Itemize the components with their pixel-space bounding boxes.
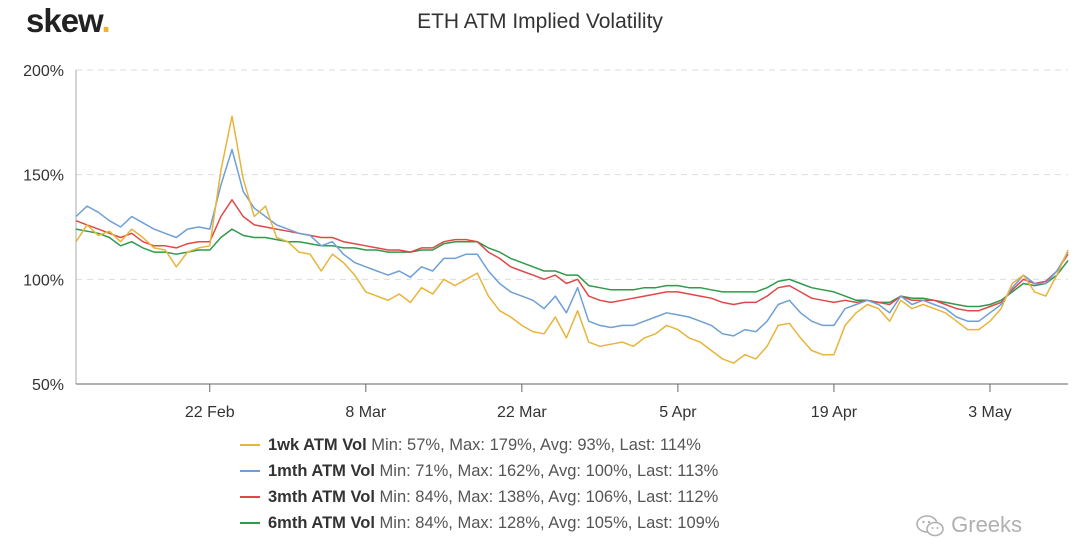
x-tick-label: 22 Feb [185, 404, 235, 421]
x-tick-label: 5 Apr [659, 404, 697, 421]
x-tick-label: 22 Mar [497, 404, 547, 421]
series-line-1wk [75, 115, 1069, 364]
x-tick-label: 3 May [968, 404, 1012, 421]
legend-item[interactable]: 6mth ATM Vol Min: 84%, Max: 128%, Avg: 1… [240, 510, 720, 536]
legend-series-stats: Min: 57%, Max: 179%, Avg: 93%, Last: 114… [371, 436, 701, 454]
chart-legend: 1wk ATM Vol Min: 57%, Max: 179%, Avg: 93… [240, 432, 720, 536]
greeks-watermark: Greeks [915, 512, 1022, 538]
legend-series-name: 1wk ATM Vol [268, 436, 372, 454]
legend-swatch [240, 469, 260, 472]
legend-item[interactable]: 1wk ATM Vol Min: 57%, Max: 179%, Avg: 93… [240, 432, 720, 458]
legend-series-name: 6mth ATM Vol [268, 514, 380, 532]
legend-series-name: 1mth ATM Vol [268, 462, 380, 480]
y-tick-label: 50% [32, 377, 64, 394]
volatility-chart: 50% 100% 150% 200% 22 Feb 8 Mar 22 Mar 5 Apr 19 … [23, 63, 1069, 421]
wechat-icon [916, 515, 944, 537]
x-tick-label: 19 Apr [811, 404, 858, 421]
chart-title: ETH ATM Implied Volatility [417, 10, 663, 33]
legend-swatch [240, 495, 260, 498]
legend-series-stats: Min: 84%, Max: 128%, Avg: 105%, Last: 10… [379, 514, 720, 532]
brand-dot: . [101, 2, 111, 39]
x-tick-label: 8 Mar [345, 404, 387, 421]
y-tick-label: 200% [23, 63, 64, 80]
legend-item[interactable]: 1mth ATM Vol Min: 71%, Max: 162%, Avg: 1… [240, 458, 720, 484]
series-line-1mth [75, 148, 1069, 337]
y-tick-label: 100% [23, 272, 64, 289]
watermark-text: Greeks [951, 512, 1023, 537]
skew-logo: skew. [26, 2, 111, 40]
legend-series-name: 3mth ATM Vol [268, 488, 380, 506]
brand-name: skew [26, 2, 103, 39]
legend-swatch [240, 443, 260, 446]
series-line-6mth [75, 228, 1069, 308]
legend-item[interactable]: 3mth ATM Vol Min: 84%, Max: 138%, Avg: 1… [240, 484, 720, 510]
legend-series-stats: Min: 84%, Max: 138%, Avg: 106%, Last: 11… [379, 488, 719, 506]
legend-swatch [240, 521, 260, 524]
y-tick-label: 150% [23, 168, 64, 185]
series-line-3mth [75, 199, 1069, 312]
legend-series-stats: Min: 71%, Max: 162%, Avg: 100%, Last: 11… [379, 462, 719, 480]
